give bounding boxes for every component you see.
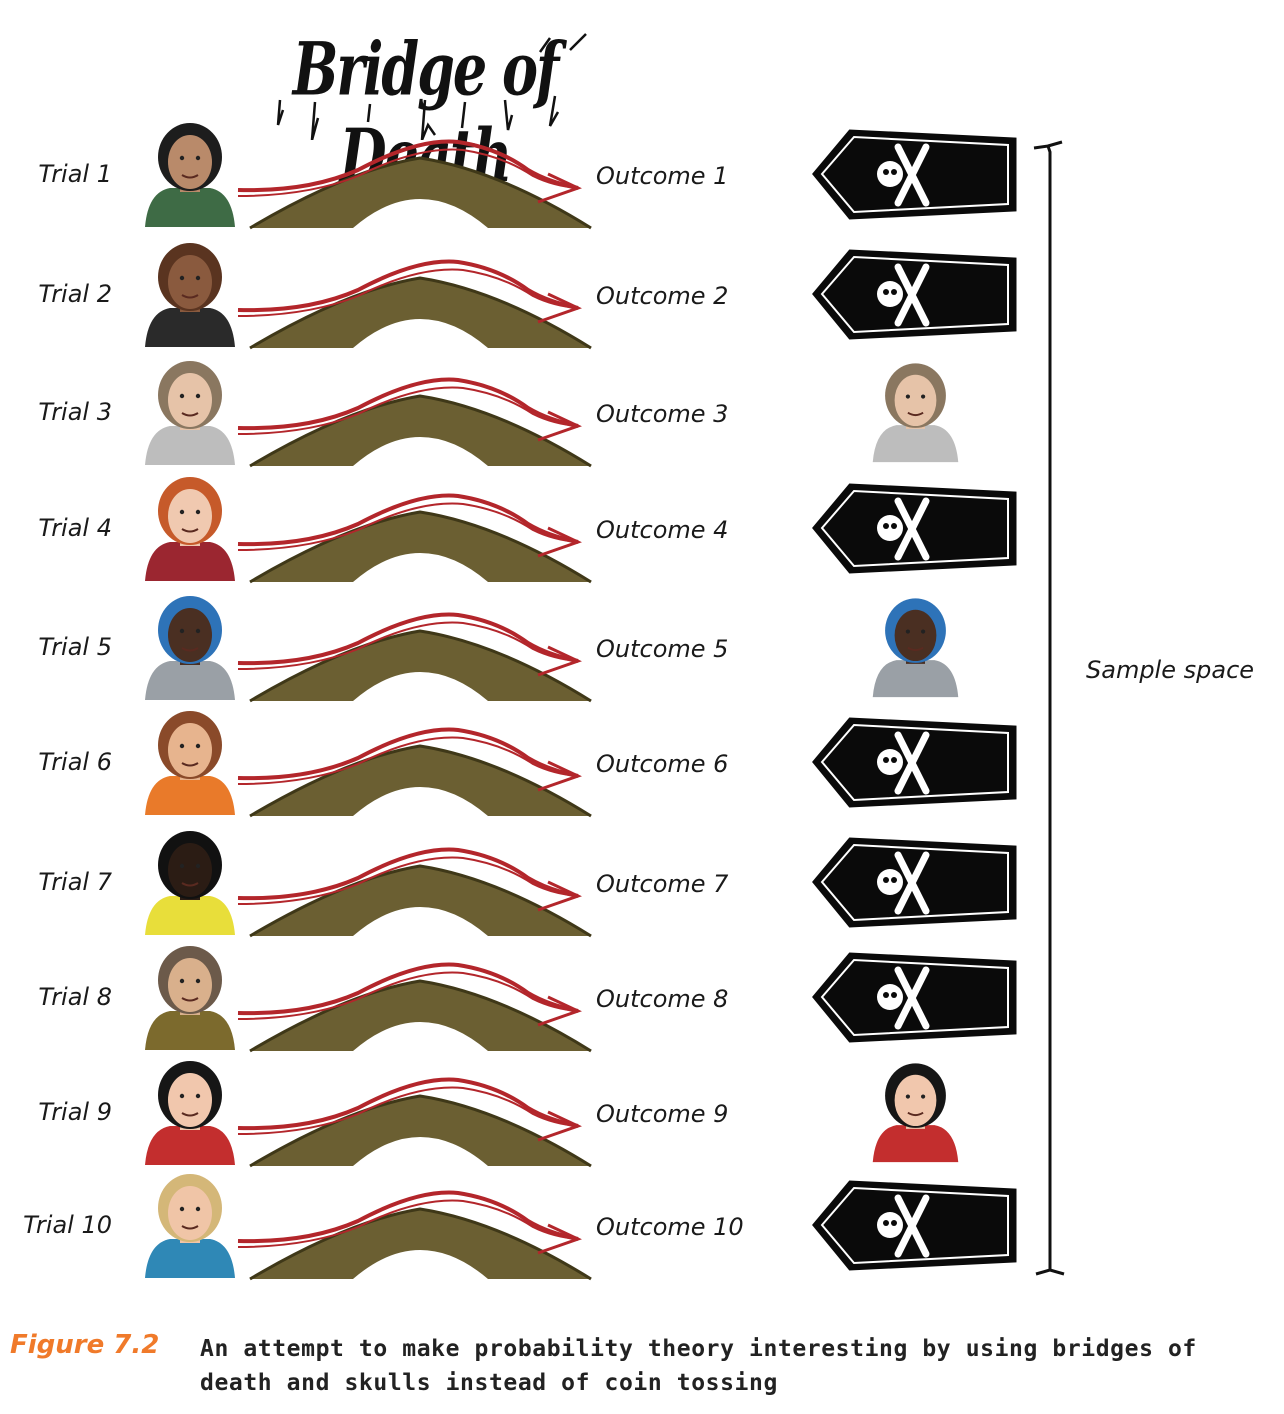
person-avatar-man-beard-beanie [140, 700, 240, 815]
trial-row: Trial 7 Outcome 7 [0, 820, 1040, 938]
trial-label: Trial 6 [38, 748, 112, 776]
bridge-icon [237, 953, 593, 1053]
bridge-icon [237, 838, 593, 938]
trial-label: Trial 1 [38, 160, 112, 188]
sample-space-bracket [1033, 140, 1065, 1276]
bridge-icon [237, 250, 593, 350]
dripping-title-decoration [276, 33, 587, 140]
coffin-skull-icon [810, 715, 1020, 810]
person-avatar-man-green-shirt [140, 112, 240, 227]
crossing-arrow [237, 612, 582, 677]
outcome-label: Outcome 2 [596, 282, 729, 310]
trial-label: Trial 9 [38, 1098, 112, 1126]
crossing-arrow [237, 1190, 582, 1255]
trial-label: Trial 3 [38, 398, 112, 426]
outcome-label: Outcome 8 [596, 985, 729, 1013]
bridge-icon [237, 368, 593, 468]
outcome-label: Outcome 5 [596, 635, 729, 663]
crossing-arrow [237, 139, 582, 204]
outcome-label: Outcome 7 [596, 870, 729, 898]
trial-row: Trial 8 Outcome 8 [0, 935, 1040, 1053]
person-avatar-man-yellow-shirt [140, 820, 240, 935]
figure-number: Figure 7.2 [10, 1330, 160, 1360]
trial-row: Trial 6 Outcome 6 [0, 700, 1040, 818]
person-avatar-woman-red-hair [140, 466, 240, 581]
crossing-arrow [237, 727, 582, 792]
trial-label: Trial 10 [23, 1211, 112, 1239]
outcome-label: Outcome 4 [596, 516, 729, 544]
survivor-avatar-man-mohawk-goatee [868, 350, 963, 465]
coffin-skull-icon [810, 835, 1020, 930]
bridge-icon [237, 603, 593, 703]
person-avatar-man-mohawk-goatee [140, 350, 240, 465]
coffin-skull-icon [810, 950, 1020, 1045]
coffin-skull-icon [810, 1178, 1020, 1273]
outcome-label: Outcome 3 [596, 400, 729, 428]
crossing-arrow [237, 259, 582, 324]
person-avatar-woman-blonde-hair [140, 1163, 240, 1278]
trial-label: Trial 5 [38, 633, 112, 661]
crossing-arrow [237, 377, 582, 442]
crossing-arrow [237, 847, 582, 912]
trial-row: Trial 5 Outcome 5 [0, 585, 1040, 703]
trial-label: Trial 8 [38, 983, 112, 1011]
outcome-label: Outcome 1 [596, 162, 729, 190]
trial-row: Trial 1 Outcome 1 [0, 112, 1040, 230]
bridge-icon [237, 484, 593, 584]
outcome-label: Outcome 6 [596, 750, 729, 778]
bridge-icon [237, 718, 593, 818]
crossing-arrow [237, 1077, 582, 1142]
bridge-icon [237, 1068, 593, 1168]
person-avatar-man-tweed-jacket [140, 935, 240, 1050]
crossing-arrow [237, 962, 582, 1027]
coffin-skull-icon [810, 127, 1020, 222]
survivor-avatar-woman-black-braid [868, 1050, 963, 1165]
trial-row: Trial 9 Outcome 9 [0, 1050, 1040, 1168]
sample-space-label: Sample space [1086, 656, 1255, 684]
outcome-label: Outcome 9 [596, 1100, 729, 1128]
trial-label: Trial 4 [38, 514, 112, 542]
coffin-skull-icon [810, 247, 1020, 342]
bridge-icon [237, 1181, 593, 1281]
person-avatar-woman-blue-afro [140, 585, 240, 700]
figure-caption-text: An attempt to make probability theory in… [200, 1336, 1197, 1396]
survivor-avatar-woman-blue-afro [868, 585, 963, 700]
trial-label: Trial 2 [38, 280, 112, 308]
trial-label: Trial 7 [38, 868, 112, 896]
crossing-arrow [237, 493, 582, 558]
person-avatar-woman-curly-brown-hair [140, 232, 240, 347]
coffin-skull-icon [810, 481, 1020, 576]
bridge-icon [237, 130, 593, 230]
trial-row: Trial 4 Outcome 4 [0, 466, 1040, 584]
outcome-label: Outcome 10 [596, 1213, 744, 1241]
trial-row: Trial 2 Outcome 2 [0, 232, 1040, 350]
person-avatar-woman-black-braid [140, 1050, 240, 1165]
trial-row: Trial 10 Outcome 10 [0, 1163, 1040, 1281]
trial-row: Trial 3 Outcome 3 [0, 350, 1040, 468]
